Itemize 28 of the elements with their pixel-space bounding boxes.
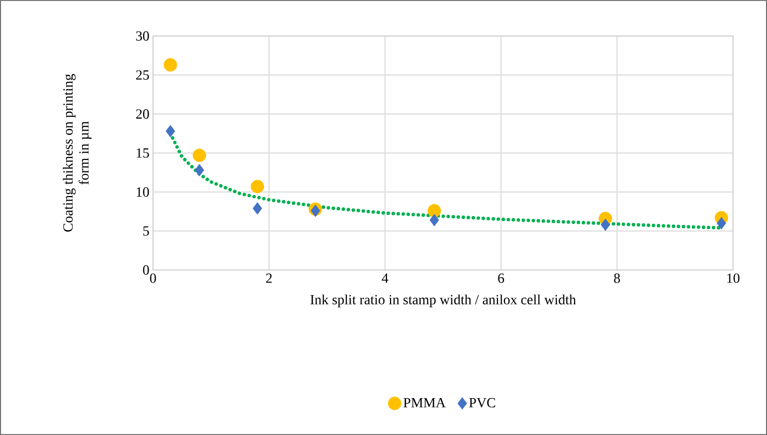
x-tick-label: 6 — [498, 274, 504, 283]
point — [600, 218, 610, 231]
point — [194, 164, 204, 176]
x-tick-label: 2 — [266, 274, 272, 283]
x-tick-label: 0 — [150, 274, 156, 283]
point — [166, 124, 176, 138]
y-tick-label: 5 — [143, 226, 149, 236]
y-axis-title: Coating thikness on printing form in µm — [62, 74, 92, 232]
point — [310, 204, 320, 217]
legend-label: PVC — [469, 398, 496, 408]
x-tick-label: 4 — [382, 274, 388, 283]
x-tick-label: 10 — [727, 274, 740, 283]
point — [716, 217, 726, 230]
y-tick-label: 30 — [136, 31, 149, 41]
y-tick-label: 10 — [136, 187, 149, 197]
y-tick-label: 15 — [136, 148, 149, 158]
x-tick-label: 8 — [614, 274, 620, 283]
point — [164, 58, 178, 72]
y-tick-label: 25 — [136, 70, 149, 80]
point — [428, 204, 442, 218]
legend-label: PMMA — [404, 398, 446, 408]
x-axis-title: Ink split ratio in stamp width / anilox cell width — [310, 294, 576, 308]
point — [252, 202, 262, 215]
point — [192, 148, 206, 162]
point — [430, 214, 440, 226]
y-tick-label: 0 — [143, 265, 149, 275]
point — [250, 180, 264, 194]
y-tick-label: 20 — [136, 109, 149, 119]
